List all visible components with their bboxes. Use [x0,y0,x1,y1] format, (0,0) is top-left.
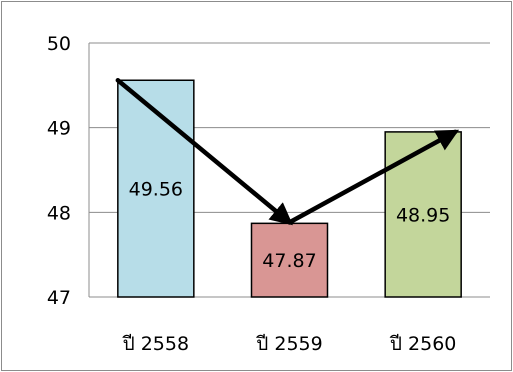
trend-arrows [115,78,460,226]
data-label: 49.56 [129,179,183,201]
x-tick-label: ปี 2559 [255,333,322,355]
y-axis-ticks: 47 48 49 50 [47,33,71,309]
up-arrow [287,129,460,225]
data-label: 48.95 [396,204,450,226]
x-tick-label: ปี 2558 [122,333,189,355]
bars [117,79,462,298]
data-label: 47.87 [262,250,316,272]
y-tick-label: 49 [47,118,71,140]
bar-2 [250,222,329,298]
bar-1 [117,79,195,298]
y-tick-label: 48 [47,202,71,224]
down-arrow [115,78,293,226]
y-tick-label: 47 [47,287,71,309]
x-tick-label: ปี 2560 [389,333,456,355]
y-tick-label: 50 [47,33,71,55]
x-axis-ticks: ปี 2558 ปี 2559 ปี 2560 [122,333,457,355]
data-labels: 49.56 47.87 48.95 [129,179,451,273]
bar-3 [384,131,462,298]
